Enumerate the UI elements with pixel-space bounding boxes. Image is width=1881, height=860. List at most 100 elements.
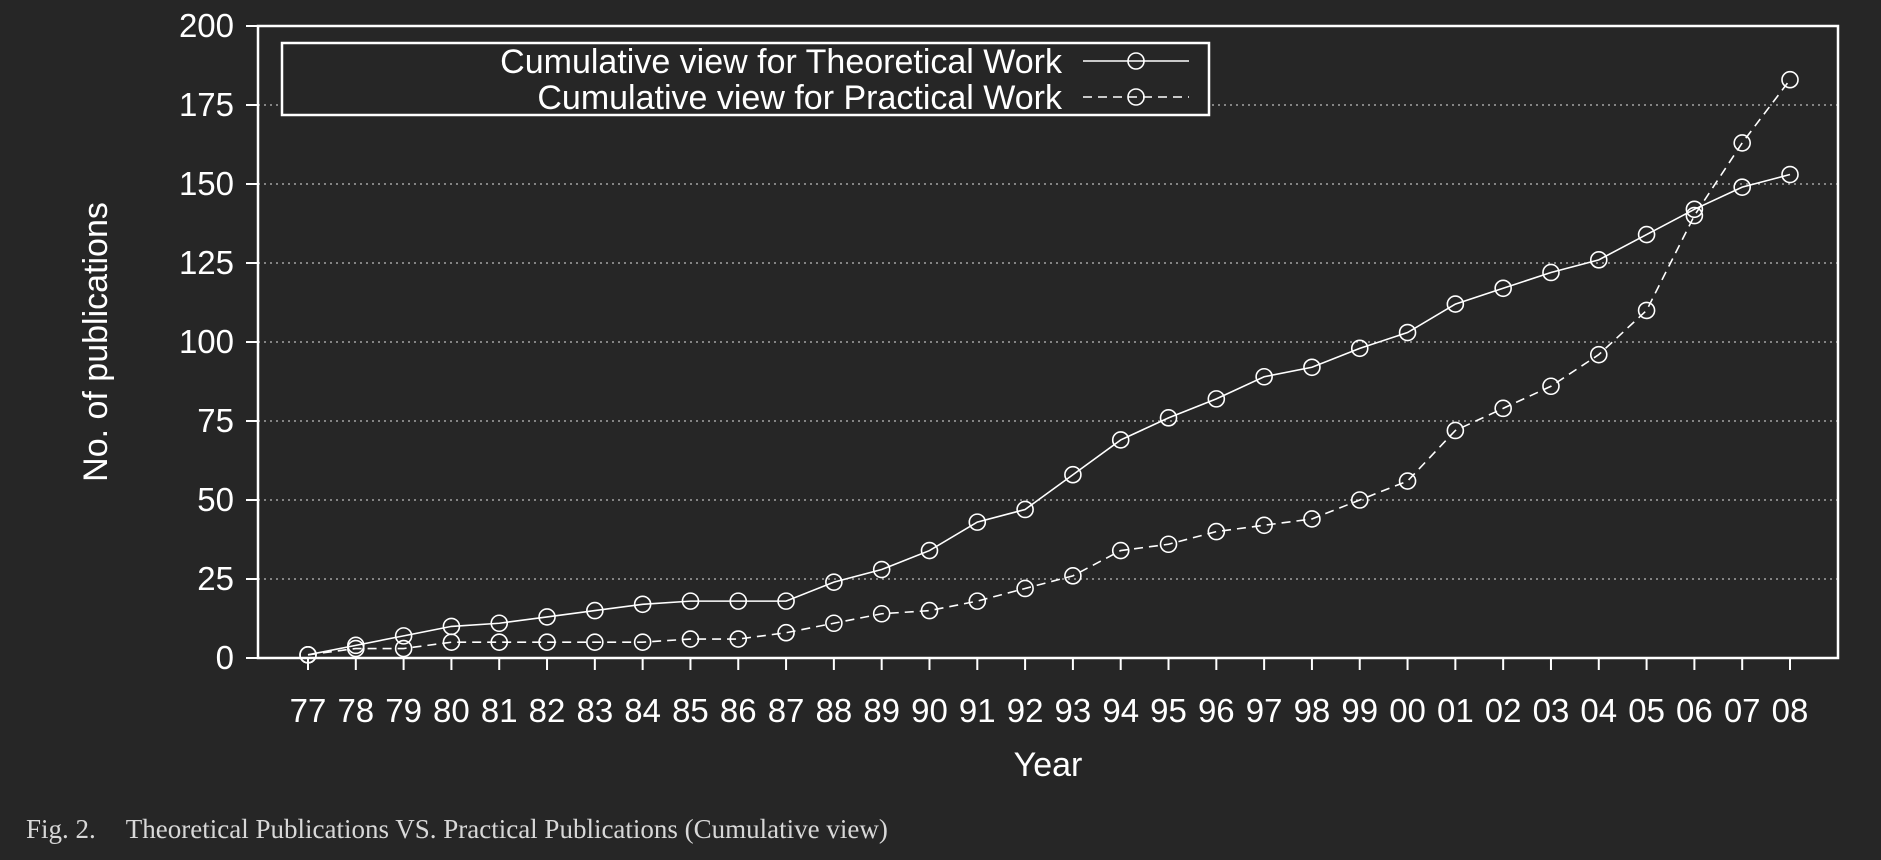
x-tick-label: 78 bbox=[337, 692, 374, 729]
plot-frame bbox=[256, 24, 1840, 660]
data-point bbox=[1781, 70, 1799, 89]
legend-marker-theoretical bbox=[1127, 52, 1145, 70]
data-point bbox=[1542, 377, 1560, 396]
data-point bbox=[1016, 500, 1034, 519]
data-point bbox=[1350, 339, 1369, 358]
x-tick-label: 77 bbox=[290, 692, 327, 729]
series-layer bbox=[299, 70, 1799, 664]
x-tick-label: 88 bbox=[816, 692, 853, 729]
x-tick-label: 95 bbox=[1150, 692, 1187, 729]
data-point bbox=[394, 627, 413, 645]
data-point bbox=[1494, 399, 1512, 418]
legend-label-theoretical: Cumulative view for Theoretical Work bbox=[500, 43, 1063, 81]
data-point bbox=[1781, 165, 1799, 184]
x-tick-label: 86 bbox=[720, 692, 757, 729]
data-point bbox=[920, 601, 939, 620]
data-point bbox=[1398, 323, 1417, 342]
x-axis: 77 78 79 80 81 82 83 84 85 86 87 88 89 90 91 92 93 94 95 96… bbox=[290, 658, 1809, 729]
x-tick-label: 85 bbox=[672, 692, 709, 729]
data-point bbox=[1494, 279, 1512, 298]
y-axis-title: No. of publications bbox=[77, 202, 115, 482]
data-point bbox=[1111, 541, 1130, 560]
data-point bbox=[490, 633, 509, 652]
y-tick-label: 100 bbox=[179, 323, 234, 360]
x-tick-label: 94 bbox=[1102, 692, 1139, 729]
x-tick-label: 03 bbox=[1533, 692, 1570, 729]
data-point bbox=[1589, 345, 1608, 364]
legend: Cumulative view for Theoretical Work Cum… bbox=[280, 41, 1211, 117]
x-tick-label: 00 bbox=[1389, 692, 1426, 729]
x-tick-label: 87 bbox=[768, 692, 805, 729]
y-tick-label: 50 bbox=[197, 481, 234, 518]
data-point bbox=[777, 623, 795, 642]
data-point bbox=[1446, 295, 1465, 313]
series-theoretical bbox=[299, 165, 1799, 664]
data-point bbox=[1159, 535, 1178, 554]
legend-entry-theoretical: Cumulative view for Theoretical Work bbox=[500, 43, 1189, 81]
data-point bbox=[1685, 206, 1704, 225]
legend-entry-practical: Cumulative view for Practical Work bbox=[537, 79, 1189, 117]
x-tick-label: 96 bbox=[1198, 692, 1235, 729]
figure-caption: Fig. 2. Theoretical Publications VS. Prac… bbox=[26, 814, 888, 845]
x-tick-label: 83 bbox=[576, 692, 613, 729]
data-point bbox=[681, 592, 700, 610]
legend-marker-practical bbox=[1127, 88, 1145, 106]
legend-label-practical: Cumulative view for Practical Work bbox=[537, 79, 1063, 117]
x-tick-label: 89 bbox=[863, 692, 900, 729]
data-point bbox=[872, 604, 891, 623]
data-point bbox=[777, 592, 795, 610]
data-point bbox=[1685, 200, 1704, 219]
y-tick-label: 0 bbox=[216, 639, 234, 676]
data-point bbox=[729, 592, 748, 610]
data-point bbox=[1207, 390, 1226, 408]
x-tick-label: 01 bbox=[1437, 692, 1474, 729]
data-point bbox=[1398, 472, 1417, 490]
data-point bbox=[1350, 491, 1369, 509]
series-practical bbox=[299, 70, 1799, 664]
data-point bbox=[825, 614, 843, 633]
x-tick-label: 05 bbox=[1628, 692, 1665, 729]
x-tick-label: 98 bbox=[1294, 692, 1331, 729]
grid-lines bbox=[258, 104, 1838, 580]
x-tick-label: 93 bbox=[1055, 692, 1092, 729]
data-point bbox=[729, 630, 748, 648]
data-point bbox=[633, 595, 652, 614]
data-point bbox=[1255, 516, 1273, 535]
x-axis-title: Year bbox=[1014, 746, 1083, 784]
data-point bbox=[1064, 465, 1082, 484]
data-point bbox=[1637, 225, 1656, 244]
y-tick-label: 125 bbox=[179, 244, 234, 281]
data-point bbox=[681, 630, 700, 648]
data-point bbox=[1542, 263, 1560, 282]
data-point bbox=[1589, 251, 1608, 269]
data-point bbox=[1016, 579, 1034, 598]
figure-caption-text: Theoretical Publications VS. Practical P… bbox=[125, 814, 888, 844]
data-point bbox=[1159, 409, 1178, 427]
data-point bbox=[633, 633, 652, 652]
x-tick-label: 04 bbox=[1580, 692, 1617, 729]
data-point bbox=[347, 639, 365, 658]
data-point bbox=[586, 601, 604, 620]
data-point bbox=[1303, 358, 1321, 377]
x-tick-label: 82 bbox=[529, 692, 566, 729]
x-tick-label: 90 bbox=[911, 692, 948, 729]
series-line bbox=[307, 79, 1791, 656]
y-tick-label: 200 bbox=[179, 7, 234, 44]
data-point bbox=[1207, 522, 1226, 541]
series-line bbox=[307, 173, 1791, 656]
x-tick-label: 08 bbox=[1772, 692, 1809, 729]
x-tick-label: 92 bbox=[1007, 692, 1044, 729]
y-tick-label: 75 bbox=[197, 402, 234, 439]
data-point bbox=[1111, 431, 1130, 449]
data-point bbox=[920, 541, 939, 560]
data-point bbox=[442, 633, 461, 652]
data-point bbox=[1446, 421, 1465, 440]
x-tick-label: 81 bbox=[481, 692, 518, 729]
y-axis: 0 25 50 75 100 125 150 175 200 bbox=[179, 7, 258, 676]
data-point bbox=[1255, 367, 1273, 386]
data-point bbox=[825, 573, 843, 591]
data-point bbox=[538, 633, 556, 652]
data-point bbox=[968, 592, 987, 610]
x-tick-label: 02 bbox=[1485, 692, 1522, 729]
x-tick-label: 84 bbox=[624, 692, 661, 729]
